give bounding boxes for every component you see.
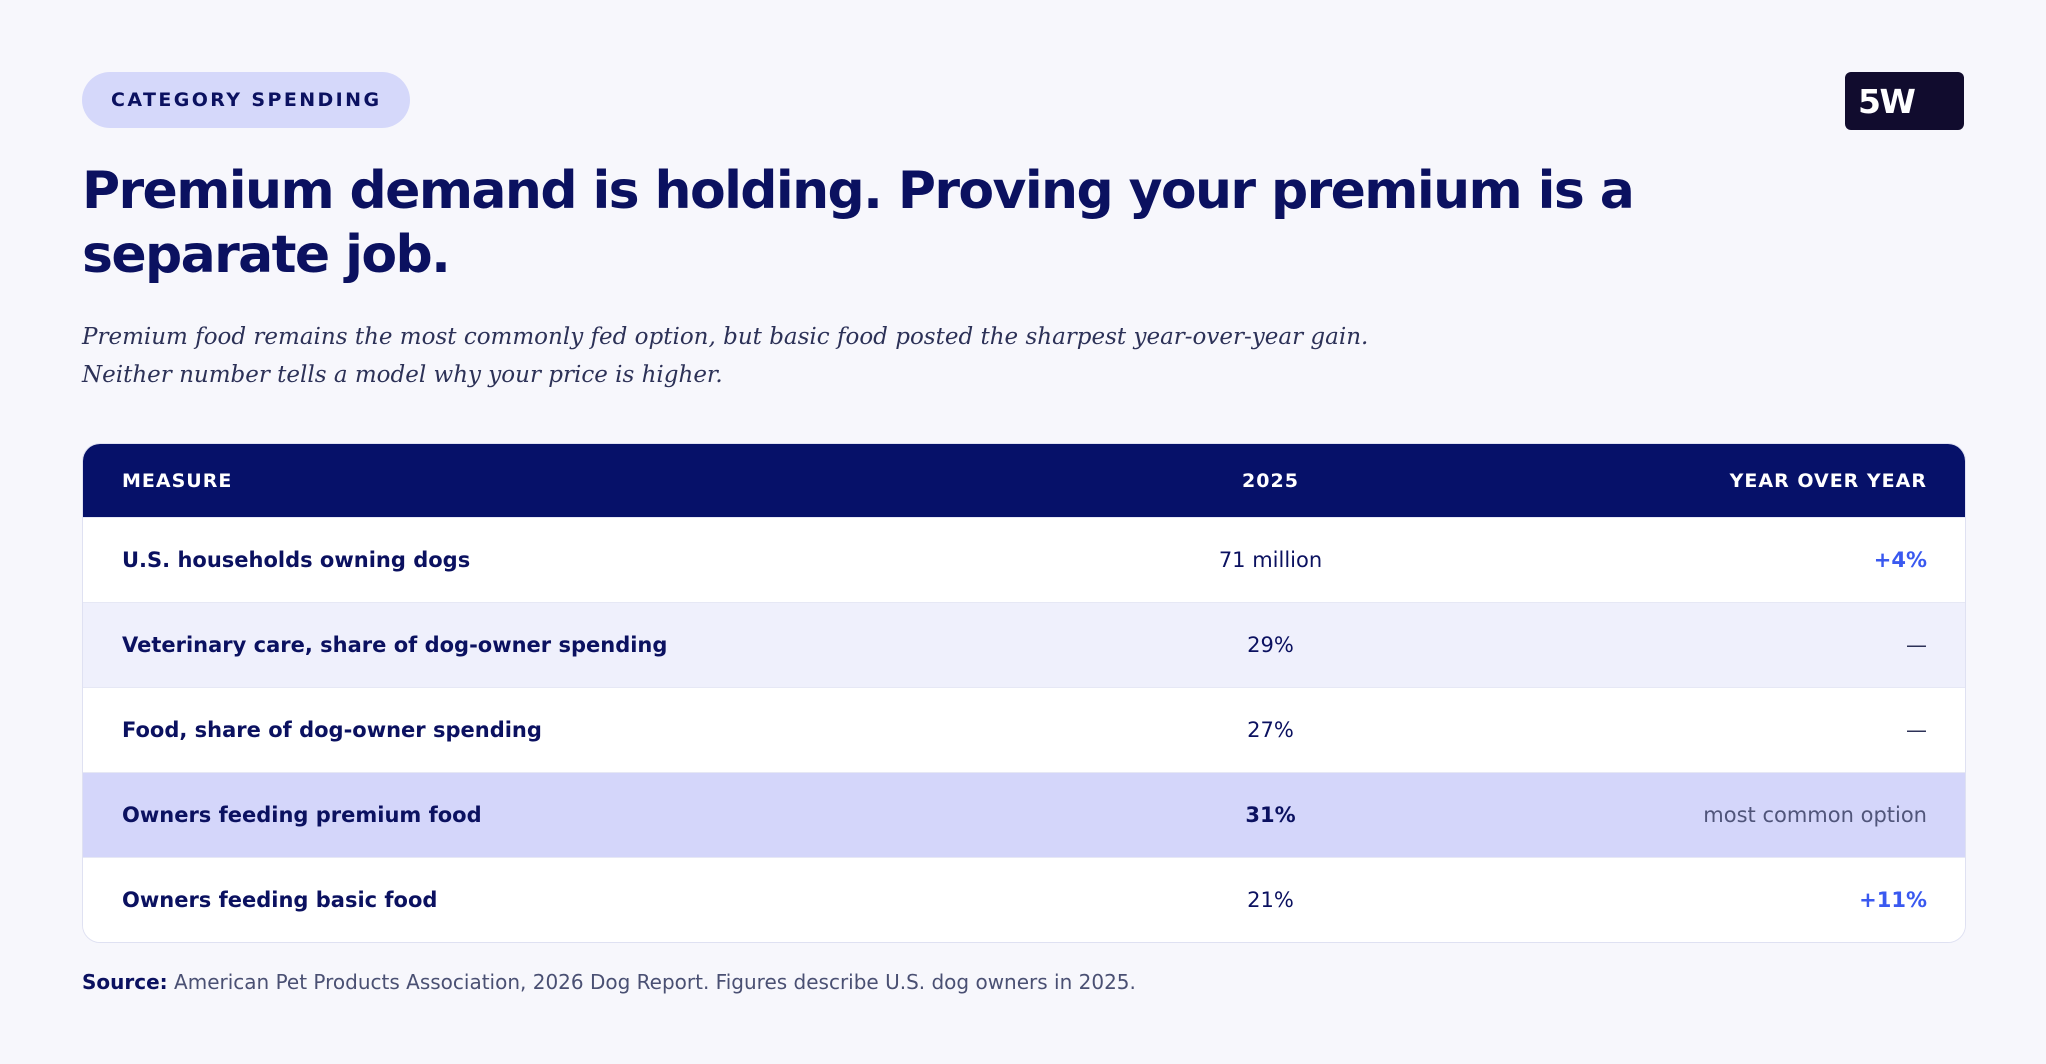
measure-cell: Food, share of dog-owner spending [122, 718, 542, 742]
value-cell: 71 million [1218, 548, 1323, 572]
table-row-highlighted: Owners feeding premium food 31% most com… [83, 772, 1965, 857]
yoy-cell: — [1906, 633, 1927, 657]
source-label: Source: [82, 970, 168, 994]
value-cell: 31% [1245, 803, 1296, 827]
yoy-cell: — [1906, 718, 1927, 742]
spending-table: MEASURE 2025 YEAR OVER YEAR U.S. househo… [82, 443, 1966, 943]
subtitle-line-1: Premium food remains the most commonly f… [82, 324, 1369, 350]
header-year-over-year: YEAR OVER YEAR [1729, 469, 1927, 492]
source-text: American Pet Products Association, 2026 … [174, 970, 1136, 994]
logo-text: 5W [1858, 81, 1916, 121]
yoy-cell: +11% [1859, 888, 1927, 912]
measure-cell: U.S. households owning dogs [122, 548, 471, 572]
value-cell: 27% [1247, 718, 1294, 742]
page-subtitle: Premium food remains the most commonly f… [82, 318, 1582, 394]
brand-logo: 5W [1845, 72, 1964, 130]
value-cell: 29% [1247, 633, 1294, 657]
measure-cell: Veterinary care, share of dog-owner spen… [122, 633, 668, 657]
table-row: Owners feeding basic food 21% +11% [83, 857, 1965, 942]
page-title: Premium demand is holding. Proving your … [82, 161, 1635, 285]
subtitle-line-2: Neither number tells a model why your pr… [82, 362, 723, 388]
yoy-cell: +4% [1873, 548, 1927, 572]
table-header: MEASURE 2025 YEAR OVER YEAR [83, 444, 1965, 517]
measure-cell: Owners feeding basic food [122, 888, 438, 912]
table-row: Veterinary care, share of dog-owner spen… [83, 602, 1965, 687]
source-note: Source: American Pet Products Associatio… [82, 970, 1136, 994]
category-badge: CATEGORY SPENDING [82, 72, 411, 128]
value-cell: 21% [1247, 888, 1294, 912]
header-measure: MEASURE [122, 469, 233, 492]
yoy-cell: most common option [1703, 803, 1927, 827]
measure-cell: Owners feeding premium food [122, 803, 482, 827]
table-row: Food, share of dog-owner spending 27% — [83, 687, 1965, 772]
table-row: U.S. households owning dogs 71 million +… [83, 517, 1965, 602]
header-2025: 2025 [1242, 469, 1299, 492]
